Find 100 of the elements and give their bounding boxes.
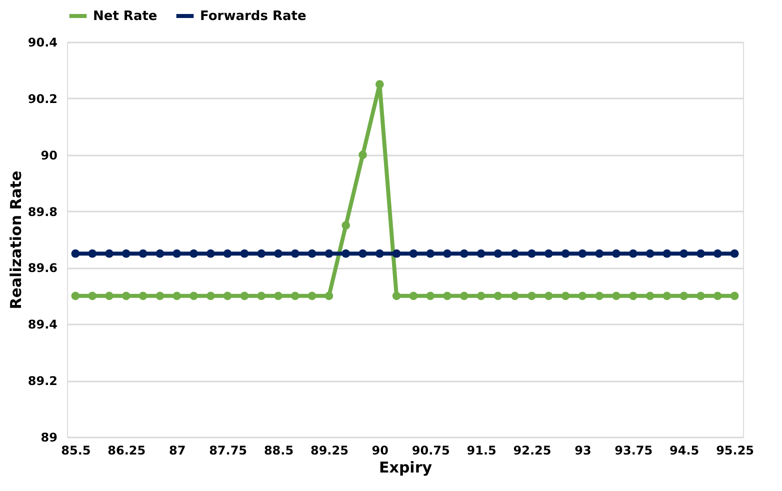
point bbox=[646, 249, 654, 258]
y-tick-label: 89.8 bbox=[28, 204, 58, 219]
x-tick-label: 93 bbox=[574, 444, 592, 458]
x-tick-label: 87.75 bbox=[209, 444, 248, 458]
point bbox=[358, 249, 367, 258]
x-tick-label: 92.25 bbox=[513, 444, 552, 458]
point bbox=[290, 292, 300, 300]
point bbox=[730, 249, 739, 258]
x-tick-label: 89.25 bbox=[310, 444, 348, 458]
point bbox=[443, 292, 452, 300]
point bbox=[240, 249, 249, 258]
point bbox=[628, 292, 638, 300]
point bbox=[460, 292, 468, 300]
point bbox=[190, 292, 198, 300]
point bbox=[510, 292, 520, 300]
point bbox=[680, 292, 688, 300]
legend-label: Forwards Rate bbox=[200, 9, 306, 24]
point bbox=[578, 249, 587, 258]
point bbox=[206, 292, 215, 300]
point bbox=[138, 292, 148, 300]
point bbox=[494, 292, 502, 300]
x-tick-label: 85.5 bbox=[61, 444, 91, 458]
point bbox=[595, 292, 604, 300]
legend-label: Net Rate bbox=[93, 9, 158, 24]
point bbox=[696, 249, 705, 258]
point bbox=[409, 249, 418, 258]
point bbox=[409, 292, 418, 300]
point bbox=[172, 292, 182, 300]
point bbox=[375, 249, 384, 258]
point bbox=[713, 249, 722, 258]
point bbox=[290, 249, 300, 258]
point bbox=[561, 292, 570, 300]
point bbox=[426, 249, 435, 258]
point bbox=[443, 249, 452, 258]
y-tick-label: 90.2 bbox=[28, 92, 58, 106]
point bbox=[713, 292, 722, 300]
y-tick-label: 90.4 bbox=[28, 36, 58, 50]
point bbox=[88, 249, 97, 258]
x-tick-label: 90 bbox=[372, 444, 388, 458]
y-tick-label: 89.2 bbox=[28, 374, 58, 388]
point bbox=[274, 292, 282, 300]
y-tick-label: 89.6 bbox=[28, 261, 58, 276]
point bbox=[544, 249, 553, 258]
point bbox=[190, 249, 198, 258]
point bbox=[342, 221, 350, 230]
point bbox=[528, 292, 536, 300]
point bbox=[105, 292, 114, 300]
point bbox=[138, 249, 148, 258]
point bbox=[476, 249, 486, 258]
point bbox=[122, 249, 130, 258]
point bbox=[71, 292, 80, 300]
point bbox=[223, 292, 232, 300]
point bbox=[105, 249, 114, 258]
x-tick-label: 86.25 bbox=[108, 444, 146, 458]
point bbox=[612, 292, 620, 300]
point bbox=[392, 249, 401, 258]
point bbox=[156, 249, 164, 258]
point bbox=[257, 249, 266, 258]
point bbox=[88, 292, 97, 300]
point bbox=[358, 150, 367, 160]
x-tick-label: 94.5 bbox=[670, 444, 700, 458]
x-tick-label: 91.5 bbox=[466, 444, 496, 458]
y-tick-label: 89.4 bbox=[28, 318, 58, 332]
point bbox=[561, 249, 570, 258]
x-axis-title: Expiry bbox=[379, 458, 432, 476]
point bbox=[71, 249, 80, 258]
point bbox=[578, 292, 587, 300]
y-tick-label: 90 bbox=[40, 148, 58, 162]
x-tick-label: 87 bbox=[169, 444, 186, 458]
point bbox=[730, 292, 739, 300]
y-tick-label: 89 bbox=[40, 430, 58, 444]
point bbox=[494, 249, 502, 258]
point bbox=[528, 249, 536, 258]
point bbox=[308, 249, 316, 258]
point bbox=[240, 292, 249, 300]
point bbox=[476, 292, 486, 300]
point bbox=[172, 249, 182, 258]
point bbox=[342, 249, 350, 258]
point bbox=[156, 292, 164, 300]
point bbox=[595, 249, 604, 258]
point bbox=[510, 249, 520, 258]
point bbox=[122, 292, 130, 300]
point bbox=[274, 249, 282, 258]
point bbox=[544, 292, 553, 300]
point bbox=[646, 292, 654, 300]
point bbox=[308, 292, 316, 300]
point bbox=[680, 249, 688, 258]
x-tick-label: 95.25 bbox=[716, 444, 754, 458]
x-tick-label: 90.75 bbox=[412, 444, 450, 458]
point bbox=[662, 292, 672, 300]
x-tick-label: 88.5 bbox=[264, 444, 294, 458]
point bbox=[696, 292, 705, 300]
point bbox=[392, 292, 401, 300]
point bbox=[426, 292, 435, 300]
point bbox=[223, 249, 232, 258]
point bbox=[460, 249, 468, 258]
y-axis-title: Realization Rate bbox=[6, 170, 25, 310]
point bbox=[612, 249, 620, 258]
point bbox=[324, 249, 334, 258]
x-tick-label: 93.75 bbox=[614, 444, 653, 458]
